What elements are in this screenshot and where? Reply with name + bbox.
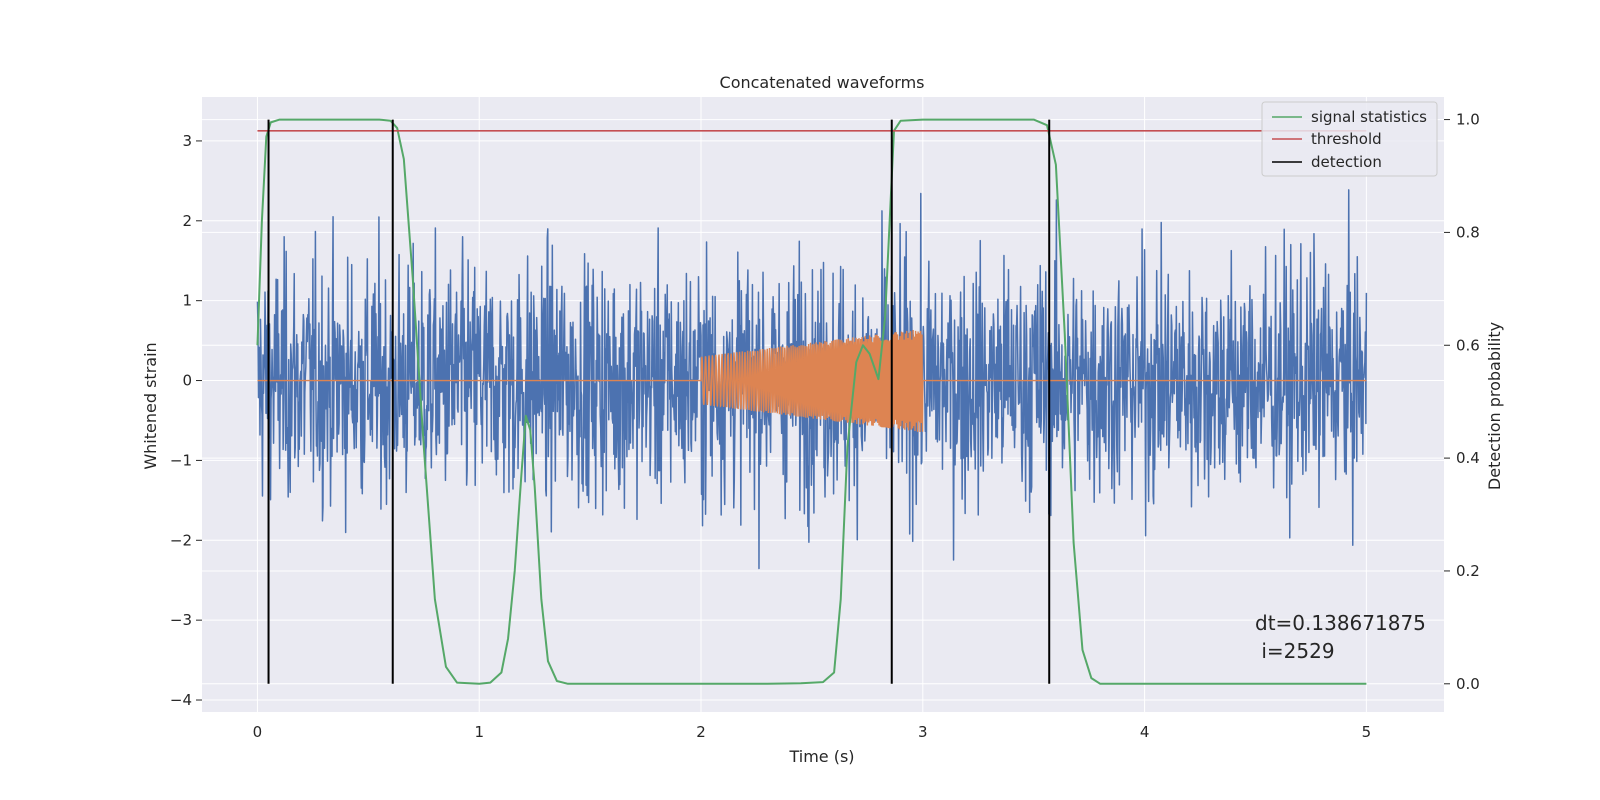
- y-tick-label: −1: [170, 451, 192, 469]
- legend-label-signal-statistics: signal statistics: [1311, 108, 1427, 126]
- annotation-index: i=2529: [1255, 639, 1335, 663]
- x-tick-label: 0: [253, 723, 263, 741]
- x-tick-label: 1: [474, 723, 484, 741]
- x-axis-label: Time (s): [788, 747, 854, 766]
- y2-tick-label: 1.0: [1456, 111, 1480, 129]
- detection-series: [267, 119, 1051, 684]
- y-tick-label: −4: [170, 691, 192, 709]
- y2-axis-label: Detection probability: [1485, 322, 1504, 490]
- y-axis-label: Whitened strain: [141, 342, 160, 469]
- legend-box: [1261, 101, 1438, 177]
- y2-tick-label: 0.6: [1456, 336, 1480, 354]
- y-tick-label: 3: [182, 132, 192, 150]
- x-tick-label: 4: [1140, 723, 1150, 741]
- y2-tick-label: 0.2: [1456, 562, 1480, 580]
- x-tick-label: 2: [696, 723, 706, 741]
- legend-label-detection: detection: [1311, 153, 1382, 171]
- legend: signal statistics threshold detection: [1261, 101, 1438, 177]
- x-tick-label: 3: [918, 723, 928, 741]
- y-tick-label: 0: [182, 372, 192, 390]
- y2-tick-label: 0.8: [1456, 223, 1480, 241]
- y-tick-label: 1: [182, 292, 192, 310]
- injection-line: [257, 329, 1367, 433]
- chart-title: Concatenated waveforms: [720, 73, 925, 92]
- y-tick-label: −2: [170, 531, 192, 549]
- x-axis-ticks: 0 1 2 3 4 5: [253, 723, 1371, 741]
- y-axis-ticks: −4 −3 −2 −1 0 1 2 3: [170, 132, 202, 709]
- signal-statistics-series: [256, 118, 1367, 685]
- y-tick-label: −3: [170, 611, 192, 629]
- legend-label-threshold: threshold: [1311, 130, 1382, 148]
- x-tick-label: 5: [1362, 723, 1372, 741]
- y2-tick-label: 0.4: [1456, 449, 1480, 467]
- y-tick-label: 2: [182, 212, 192, 230]
- y2-axis-ticks: 0.0 0.2 0.4 0.6 0.8 1.0: [1444, 111, 1480, 693]
- signal-statistics-line: [256, 118, 1367, 685]
- injection-series: [257, 329, 1367, 433]
- y2-tick-label: 0.0: [1456, 675, 1480, 693]
- annotation-dt: dt=0.138671875: [1255, 611, 1426, 635]
